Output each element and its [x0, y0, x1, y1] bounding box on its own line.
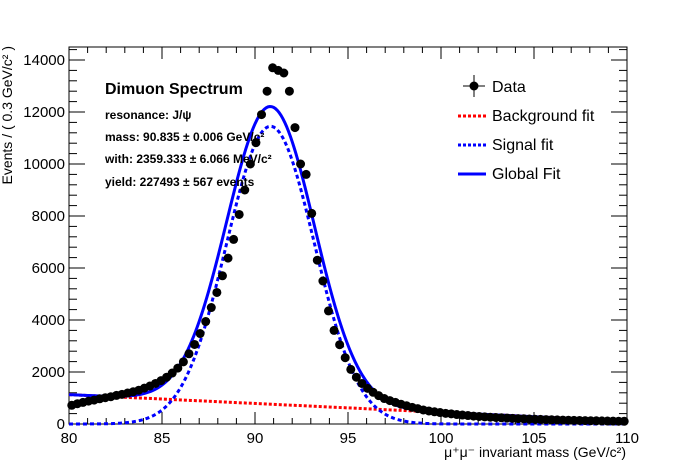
data-point: [229, 234, 239, 244]
data-points: [67, 63, 629, 426]
y-tick-label: 8000: [32, 208, 65, 225]
data-point: [206, 303, 216, 313]
info-line-yield: yield: 227493 ± 567 events: [105, 175, 255, 189]
data-point: [190, 339, 200, 349]
data-point: [346, 364, 356, 374]
x-tick-label: 110: [615, 430, 639, 447]
y-tick-label: 2000: [32, 364, 65, 381]
x-tick-label: 90: [247, 430, 264, 447]
data-point: [178, 357, 188, 367]
data-point: [201, 317, 211, 327]
y-tick-label: 14000: [23, 52, 65, 69]
x-tick-label: 80: [61, 430, 78, 447]
data-point: [212, 287, 222, 297]
data-point: [307, 208, 317, 218]
legend-label-signal: Signal fit: [492, 137, 554, 154]
data-point: [184, 349, 194, 359]
data-point: [290, 123, 300, 133]
data-point: [173, 363, 183, 373]
data-point: [296, 159, 306, 169]
data-point: [312, 255, 322, 265]
x-tick-label: 85: [154, 430, 171, 447]
y-tick-label: 10000: [23, 156, 65, 173]
data-point: [335, 340, 345, 350]
legend-label-global: Global Fit: [492, 166, 561, 183]
legend-label-background: Background fit: [492, 108, 595, 125]
legend-label-data: Data: [492, 79, 526, 96]
x-tick-label: 95: [340, 430, 357, 447]
info-line-mass: mass: 90.835 ± 0.006 GeV/c²: [105, 130, 264, 144]
data-point: [351, 372, 361, 382]
legend-entry-signal: Signal fit: [458, 137, 554, 154]
data-point: [329, 325, 339, 335]
y-tick-label: 4000: [32, 312, 65, 329]
x-axis-title: μ⁺μ⁻ invariant mass (GeV/c²): [444, 444, 626, 460]
data-point: [234, 209, 244, 219]
legend-entry-background: Background fit: [458, 108, 595, 125]
data-point: [323, 306, 333, 316]
data-point: [245, 159, 255, 169]
info-box: Dimuon Spectrum resonance: J/ψ mass: 90.…: [104, 81, 272, 189]
data-point: [262, 86, 272, 96]
legend-entry-data: Data: [463, 75, 526, 97]
data-point: [619, 416, 629, 426]
data-point: [251, 138, 261, 148]
x-tick-label: 100: [428, 430, 453, 447]
info-line-resonance: resonance: J/ψ: [105, 108, 191, 122]
data-point: [195, 329, 205, 339]
data-point: [318, 276, 328, 286]
info-line-width: with: 2359.333 ± 6.066 MeV/c²: [104, 152, 272, 166]
data-point: [223, 253, 233, 263]
y-tick-label: 0: [57, 416, 65, 433]
info-box-title: Dimuon Spectrum: [105, 81, 243, 98]
data-point: [284, 86, 294, 96]
legend: Data Background fit Signal fit Global Fi…: [458, 75, 595, 183]
y-tick-label: 12000: [23, 104, 65, 121]
data-point: [240, 185, 250, 195]
y-axis-title: Events / ( 0.3 GeV/c² ): [0, 46, 15, 185]
axes: 80 85 90 95 100 105 110 0 2000 4000 6000 8000 10000 1…: [23, 46, 639, 447]
y-tick-label: 6000: [32, 260, 65, 277]
data-point: [279, 68, 289, 78]
data-point: [217, 271, 227, 281]
x-tick-label: 105: [521, 430, 546, 447]
legend-entry-global: Global Fit: [458, 166, 561, 183]
data-point: [301, 169, 311, 179]
data-point: [257, 110, 267, 120]
signal-fit-line: [69, 124, 627, 426]
data-point: [340, 353, 350, 363]
legend-data-marker: [469, 81, 479, 91]
